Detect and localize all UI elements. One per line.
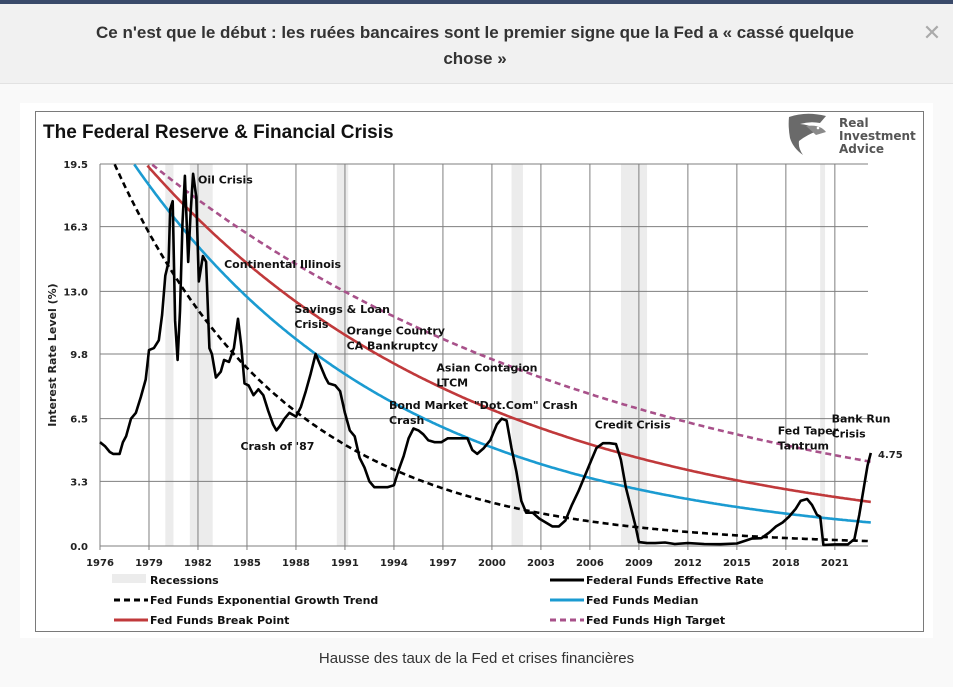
- crisis-annotation: Crash of '87: [240, 440, 314, 453]
- legend-item-median: Fed Funds Median: [550, 594, 698, 607]
- recession-layer: [165, 164, 826, 546]
- series-line-breakpoint: [146, 164, 871, 504]
- x-tick-label: 1979: [135, 558, 163, 569]
- recession-band: [820, 164, 826, 546]
- brand-logo: Real Investment Advice: [788, 113, 916, 156]
- y-tick-label: 6.5: [70, 415, 88, 426]
- dialog-header: Ce n'est que le début : les ruées bancai…: [0, 4, 953, 84]
- legend-swatch: [112, 574, 146, 583]
- crisis-annotation: LTCM: [436, 377, 468, 390]
- chart-title: The Federal Reserve & Financial Crisis: [43, 122, 394, 143]
- x-tick-label: 1997: [429, 558, 457, 569]
- crisis-annotation: Orange Country: [347, 324, 445, 337]
- legend-item-trend: Fed Funds Exponential Growth Trend: [114, 594, 378, 607]
- browser-top-strip: [0, 0, 953, 4]
- legend: Recessions Federal Funds Effective Rate Fe…: [112, 574, 764, 627]
- crisis-annotation: Oil Crisis: [198, 174, 253, 187]
- image-caption: Hausse des taux de la Fed et crises fina…: [318, 650, 635, 667]
- legend-item-breakpoint: Fed Funds Break Point: [114, 614, 289, 627]
- crisis-annotation: Asian Contagion: [436, 362, 537, 375]
- x-tick-label: 2006: [576, 558, 604, 569]
- legend-item-recession: Recessions: [112, 574, 219, 587]
- eagle-logo-icon: [788, 113, 826, 155]
- x-tick-label: 2021: [821, 558, 849, 569]
- y-tick-label: 9.8: [70, 350, 88, 361]
- legend-label: Fed Funds Break Point: [150, 614, 289, 627]
- brand-line-2: Investment: [839, 129, 916, 143]
- x-tick-label: 2012: [674, 558, 702, 569]
- y-tick-label: 3.3: [70, 477, 88, 488]
- y-tick-label: 13.0: [63, 287, 88, 298]
- legend-label: Fed Funds Exponential Growth Trend: [150, 594, 378, 607]
- x-tick-label: 2000: [478, 558, 506, 569]
- recession-band: [511, 164, 523, 546]
- x-tick-label: 2018: [772, 558, 800, 569]
- crisis-annotation: Tantrum: [778, 439, 829, 452]
- crisis-annotation: Crash: [389, 414, 424, 427]
- crisis-annotation: Crisis: [294, 318, 329, 331]
- series-line-trend: [113, 163, 871, 543]
- crisis-annotation: Fed Taper: [778, 424, 839, 437]
- x-tick-label: 1982: [184, 558, 212, 569]
- y-tick-label: 19.5: [63, 160, 88, 171]
- crisis-annotation: Bond Market: [389, 399, 468, 412]
- series-line-median: [133, 163, 871, 524]
- brand-line-1: Real: [839, 116, 869, 130]
- crisis-annotation: Continental Illinois: [224, 258, 341, 271]
- recession-band: [189, 164, 213, 546]
- recession-band: [336, 164, 349, 546]
- x-tick-label: 1988: [282, 558, 310, 569]
- legend-label: Recessions: [150, 574, 219, 587]
- legend-label: Federal Funds Effective Rate: [586, 574, 764, 587]
- legend-label: Fed Funds Median: [586, 594, 698, 607]
- recession-band: [165, 164, 174, 546]
- legend-label: Fed Funds High Target: [586, 614, 725, 627]
- x-tick-label: 1976: [86, 558, 114, 569]
- series-layer: [99, 163, 873, 547]
- brand-line-3: Advice: [839, 142, 884, 156]
- crisis-annotation: CA Bankruptcy: [347, 339, 438, 352]
- x-tick-label: 2015: [723, 558, 751, 569]
- crisis-annotation: Savings & Loan: [294, 303, 390, 316]
- end-value-label: 4.75: [878, 450, 903, 461]
- x-tick-label: 2009: [625, 558, 653, 569]
- x-tick-label: 2003: [527, 558, 555, 569]
- crisis-annotation: Crisis: [832, 428, 867, 441]
- series-line-effective: [99, 172, 873, 547]
- crisis-annotation: Credit Crisis: [595, 418, 671, 431]
- x-tick-label: 1991: [331, 558, 359, 569]
- x-tick-label: 1994: [380, 558, 408, 569]
- y-axis-label: Interest Rate Level (%): [46, 283, 59, 426]
- crisis-annotation: "Dot.Com" Crash: [474, 399, 578, 412]
- axis-layer: 0.0 3.3 6.5 9.8 13.0 16.3 19.5 1976 1979 1982 1985…: [63, 160, 848, 569]
- legend-item-high-target: Fed Funds High Target: [550, 614, 725, 627]
- crisis-annotation: Bank Run: [832, 413, 891, 426]
- legend-item-effective: Federal Funds Effective Rate: [550, 574, 764, 587]
- close-icon[interactable]: ✕: [922, 20, 942, 45]
- dialog-title: Ce n'est que le début : les ruées bancai…: [96, 23, 854, 68]
- y-tick-label: 0.0: [70, 542, 88, 553]
- series-line-high-target: [151, 163, 872, 464]
- annotation-layer: Oil Crisis Continental Illinois Savings & …: [198, 174, 891, 453]
- y-tick-label: 16.3: [63, 223, 88, 234]
- x-tick-label: 1985: [233, 558, 261, 569]
